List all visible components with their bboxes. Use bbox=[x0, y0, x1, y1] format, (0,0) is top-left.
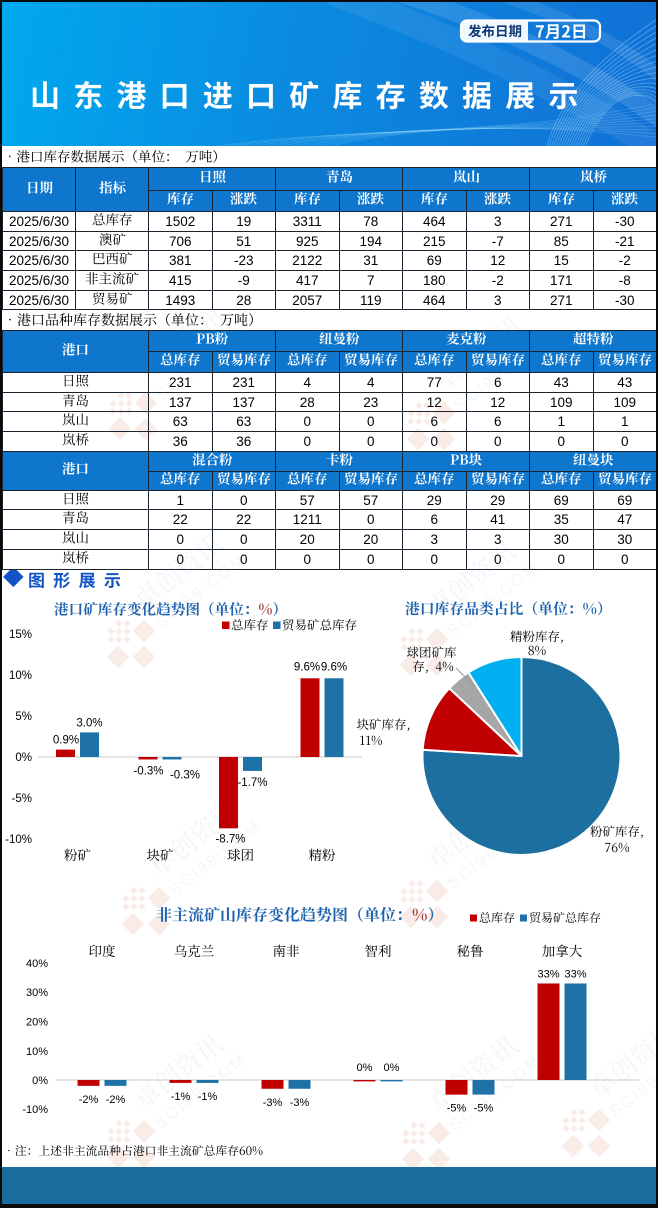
svg-text:-5%: -5% bbox=[474, 1103, 494, 1115]
svg-text:-2%: -2% bbox=[79, 1094, 99, 1106]
svg-text:5%: 5% bbox=[15, 711, 32, 723]
svg-text:20%: 20% bbox=[26, 1017, 48, 1029]
svg-text:-1%: -1% bbox=[171, 1091, 191, 1103]
svg-text:0%: 0% bbox=[357, 1062, 373, 1074]
svg-text:10%: 10% bbox=[26, 1046, 48, 1058]
svg-text:-3%: -3% bbox=[263, 1097, 283, 1109]
svg-text:0%: 0% bbox=[15, 752, 32, 764]
svg-text:-1.7%: -1.7% bbox=[237, 777, 267, 789]
svg-text:-5%: -5% bbox=[447, 1103, 467, 1115]
svg-text:-0.3%: -0.3% bbox=[133, 766, 163, 778]
svg-text:0.9%: 0.9% bbox=[53, 735, 79, 747]
svg-text:-0.3%: -0.3% bbox=[170, 770, 200, 782]
svg-text:33%: 33% bbox=[537, 969, 559, 981]
svg-text:15%: 15% bbox=[9, 629, 32, 641]
svg-text:30%: 30% bbox=[26, 987, 48, 999]
svg-text:-10%: -10% bbox=[5, 834, 32, 846]
svg-text:-3%: -3% bbox=[290, 1097, 310, 1109]
svg-text:0%: 0% bbox=[384, 1062, 400, 1074]
svg-text:-10%: -10% bbox=[22, 1104, 48, 1116]
svg-text:0%: 0% bbox=[32, 1075, 48, 1087]
svg-text:9.6%: 9.6% bbox=[294, 661, 320, 673]
svg-text:40%: 40% bbox=[26, 958, 48, 970]
svg-text:33%: 33% bbox=[564, 969, 586, 981]
svg-text:-8.7%: -8.7% bbox=[215, 833, 245, 845]
svg-text:10%: 10% bbox=[9, 670, 32, 682]
svg-text:-1%: -1% bbox=[198, 1091, 218, 1103]
svg-text:-5%: -5% bbox=[12, 793, 32, 805]
svg-text:3.0%: 3.0% bbox=[76, 717, 102, 729]
svg-text:9.6%: 9.6% bbox=[321, 661, 347, 673]
svg-text:-2%: -2% bbox=[106, 1094, 126, 1106]
